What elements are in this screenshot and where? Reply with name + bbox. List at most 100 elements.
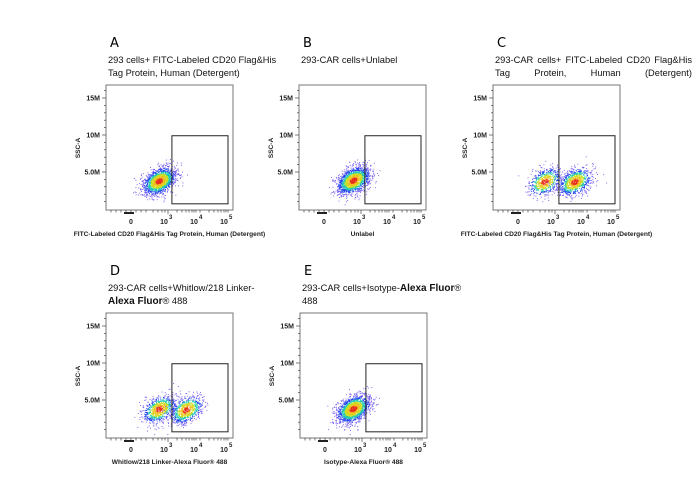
event-dot xyxy=(168,181,170,182)
event-dot xyxy=(535,183,537,184)
event-dot xyxy=(357,177,359,179)
event-dot xyxy=(363,190,365,192)
event-dot xyxy=(582,177,583,179)
event-dot xyxy=(340,178,342,180)
event-dot xyxy=(545,176,547,178)
event-dot xyxy=(362,186,364,188)
event-dot xyxy=(343,171,345,173)
event-dot xyxy=(361,171,363,172)
event-dot xyxy=(165,165,166,166)
event-dot xyxy=(176,174,178,175)
event-dot xyxy=(354,173,356,175)
event-dot xyxy=(372,169,374,171)
event-dot xyxy=(335,180,336,182)
event-dot xyxy=(337,191,339,193)
event-dot xyxy=(149,174,151,176)
event-dot xyxy=(577,169,579,170)
event-dot xyxy=(143,181,145,183)
event-dot xyxy=(165,174,167,175)
event-dot xyxy=(359,181,361,183)
event-dot xyxy=(148,192,150,194)
event-dot xyxy=(160,168,162,170)
event-dot xyxy=(578,183,580,185)
event-dot xyxy=(166,176,168,177)
event-dot xyxy=(553,171,555,173)
event-dot xyxy=(168,172,170,174)
event-dot xyxy=(544,184,546,186)
event-dot xyxy=(370,165,372,167)
event-dot xyxy=(538,181,540,183)
event-dot xyxy=(360,179,362,181)
event-dot xyxy=(355,187,357,189)
event-dot xyxy=(371,175,373,177)
event-dot xyxy=(544,178,546,180)
event-dot xyxy=(160,193,161,194)
event-dot xyxy=(164,190,166,192)
event-dot xyxy=(354,180,356,182)
event-dot xyxy=(555,172,557,174)
event-dot xyxy=(353,183,354,184)
event-dot xyxy=(162,174,164,175)
event-dot xyxy=(164,175,166,177)
event-dot xyxy=(164,180,166,182)
event-dot xyxy=(359,180,361,182)
event-dot xyxy=(536,170,538,172)
event-dot xyxy=(576,185,578,187)
event-dot xyxy=(173,160,174,162)
event-dot xyxy=(363,169,364,171)
event-dot xyxy=(164,168,166,170)
event-dot xyxy=(146,183,148,184)
event-dot xyxy=(348,189,350,191)
event-dot xyxy=(587,185,589,186)
event-dot xyxy=(367,181,369,183)
event-dot xyxy=(538,175,540,177)
event-dot xyxy=(152,174,154,176)
event-dot xyxy=(146,195,148,196)
event-dot xyxy=(568,191,570,193)
event-dot xyxy=(345,172,347,174)
event-dot xyxy=(155,192,157,194)
event-dot xyxy=(531,193,533,195)
event-dot xyxy=(565,190,567,192)
event-dot xyxy=(542,192,544,194)
event-dot xyxy=(592,179,594,181)
event-dot xyxy=(162,176,163,178)
event-dot xyxy=(162,175,164,177)
event-dot xyxy=(569,195,571,197)
event-dot xyxy=(361,167,363,169)
event-dot xyxy=(543,177,545,179)
event-dot xyxy=(533,185,535,186)
event-dot xyxy=(162,182,163,183)
event-dot xyxy=(342,186,344,187)
event-dot xyxy=(568,185,570,187)
event-dot xyxy=(173,183,175,185)
event-dot xyxy=(365,176,366,178)
event-dot xyxy=(564,180,566,182)
event-dot xyxy=(583,174,585,176)
event-dot xyxy=(357,189,359,191)
event-dot xyxy=(145,185,147,187)
event-dot xyxy=(174,172,175,173)
event-dot xyxy=(569,185,571,186)
event-dot xyxy=(353,179,354,181)
event-dot xyxy=(353,181,355,183)
event-dot xyxy=(571,199,573,201)
event-dot xyxy=(586,168,587,170)
event-dot xyxy=(573,181,575,183)
event-dot xyxy=(152,171,153,173)
event-dot xyxy=(166,168,168,169)
event-dot xyxy=(160,177,162,178)
event-dot xyxy=(346,174,348,176)
event-dot xyxy=(164,197,166,199)
event-dot xyxy=(576,184,578,186)
event-dot xyxy=(575,172,577,174)
event-dot xyxy=(596,185,598,187)
event-dot xyxy=(560,189,562,191)
event-dot xyxy=(344,186,346,188)
event-dot xyxy=(163,167,165,169)
event-dot xyxy=(154,194,156,195)
event-dot xyxy=(164,186,166,188)
event-dot xyxy=(587,170,589,172)
event-dot xyxy=(344,175,345,177)
event-dot xyxy=(357,168,359,170)
